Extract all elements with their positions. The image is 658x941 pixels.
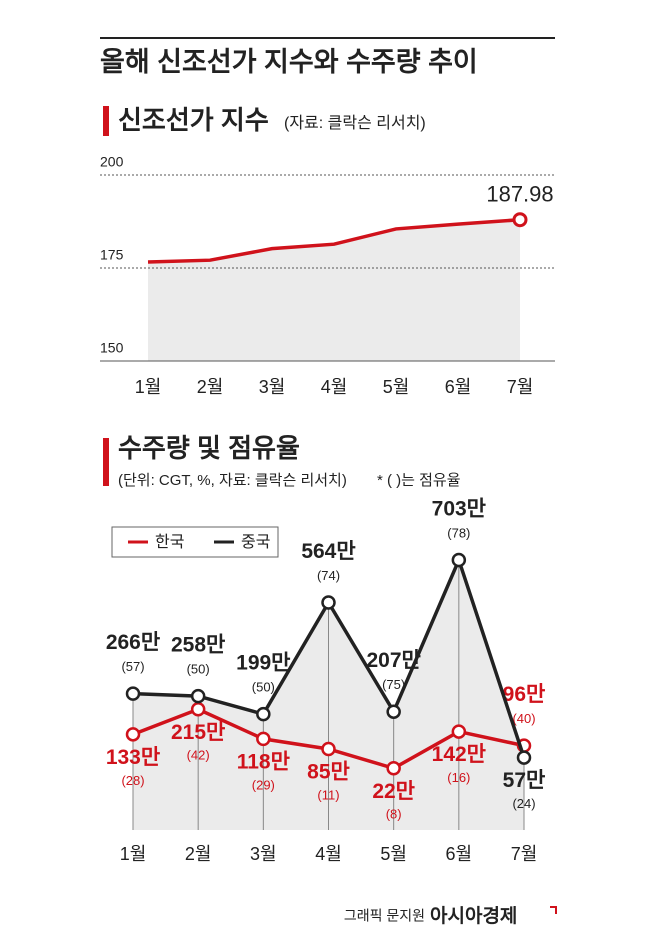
- share-label: (78): [447, 525, 470, 540]
- share-label: (24): [512, 796, 535, 811]
- chart-subtitle: (단위: CGT, %, 자료: 클락슨 리서치): [118, 472, 347, 489]
- x-tick-label: 6월: [445, 377, 472, 397]
- share-label: (29): [252, 777, 275, 792]
- point: [321, 595, 336, 610]
- data-label: 133만: [106, 746, 160, 769]
- y-tick-label: 150: [100, 340, 124, 356]
- point: [190, 688, 206, 704]
- data-label: 258만: [171, 634, 225, 657]
- point: [256, 706, 271, 722]
- legend-label: 한국: [155, 533, 184, 551]
- x-tick-label: 1월: [120, 844, 147, 864]
- share-label: (28): [121, 773, 144, 788]
- data-label: 85만: [307, 761, 350, 784]
- section-marker: [103, 106, 109, 136]
- section-marker: [103, 438, 109, 486]
- share-label: (50): [252, 680, 275, 695]
- credit: 그래픽 문지원: [344, 908, 425, 924]
- share-label: (16): [447, 770, 470, 785]
- data-label: 215만: [171, 721, 225, 744]
- x-tick-label: 4월: [321, 377, 348, 397]
- share-label: (11): [317, 787, 339, 802]
- share-label: (57): [121, 659, 144, 674]
- data-label: 564만: [301, 540, 355, 563]
- line: [147, 217, 521, 264]
- data-label: 199만: [236, 652, 290, 675]
- point: [386, 704, 401, 719]
- legend-box: [111, 526, 279, 558]
- share-label: (40): [512, 711, 535, 726]
- share-label: (74): [317, 568, 340, 583]
- chart-title: 신조선가 지수: [118, 105, 269, 135]
- area: [148, 219, 520, 361]
- y-tick-label: 175: [100, 247, 124, 263]
- legend-label: 중국: [241, 534, 270, 551]
- x-tick-label: 3월: [250, 844, 277, 864]
- x-tick-label: 2월: [185, 844, 212, 864]
- chart-title: 수주량 및 점유율: [118, 433, 300, 463]
- share-label: (42): [187, 748, 210, 763]
- share-label: (50): [187, 662, 210, 677]
- x-tick-label: 7월: [507, 377, 534, 397]
- data-label: 96만: [503, 683, 546, 706]
- point: [256, 731, 271, 747]
- y-tick-label: 200: [100, 154, 124, 170]
- chart-note: * ( )는 점유율: [377, 472, 461, 489]
- point: [516, 750, 532, 765]
- x-tick-label: 5월: [380, 844, 407, 864]
- point: [451, 552, 467, 568]
- point: [125, 686, 141, 701]
- share-label: (8): [386, 807, 402, 822]
- point: [451, 724, 467, 739]
- x-tick-label: 4월: [315, 844, 342, 864]
- x-tick-label: 6월: [446, 844, 473, 864]
- point: [321, 741, 336, 757]
- x-tick-label: 5월: [383, 377, 410, 397]
- data-label: 22만: [372, 780, 415, 803]
- data-label: 266만: [106, 631, 160, 654]
- x-tick-label: 3월: [259, 377, 286, 397]
- data-label: 57만: [503, 769, 546, 792]
- point: [190, 701, 206, 717]
- point: [386, 761, 401, 776]
- x-tick-label: 1월: [135, 377, 162, 397]
- brand: 아시아경제: [430, 905, 517, 927]
- point: [512, 212, 528, 228]
- brand-mark: [550, 906, 557, 914]
- data-label: 142만: [432, 743, 486, 766]
- share-label: (75): [382, 677, 405, 692]
- data-label: 207만: [366, 649, 420, 672]
- x-tick-label: 7월: [511, 844, 538, 864]
- chart-source: (자료: 클락슨 리서치): [284, 114, 426, 132]
- data-label: 118만: [237, 750, 290, 773]
- data-label: 703만: [432, 498, 486, 521]
- data-label: 187.98: [486, 182, 553, 207]
- page-title: 올해 신조선가 지수와 수주량 추이: [100, 47, 478, 77]
- point: [125, 727, 141, 742]
- x-tick-label: 2월: [197, 377, 224, 397]
